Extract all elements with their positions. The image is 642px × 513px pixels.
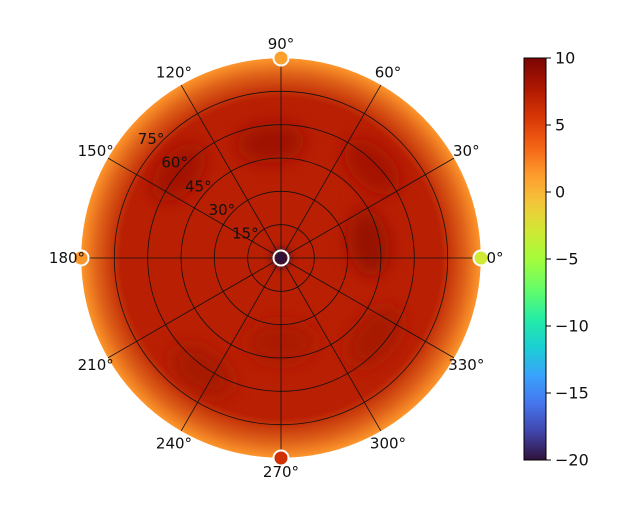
- radial-tick-label: 15°: [232, 224, 259, 242]
- theta-tick-label: 0°: [486, 249, 503, 267]
- theta-tick-label: 120°: [156, 64, 192, 82]
- colorbar-tick-label: 5: [555, 116, 565, 135]
- radial-tick-label: 30°: [209, 201, 236, 219]
- angular-grid-line: [180, 257, 282, 432]
- theta-tick-label: 150°: [78, 142, 114, 160]
- colorbar-tick-label: −20: [555, 451, 589, 470]
- edge-marker: [272, 49, 290, 67]
- colorbar-tick-label: 10: [555, 49, 575, 68]
- theta-tick-label: 30°: [453, 142, 480, 160]
- edge-marker: [272, 449, 290, 467]
- radial-tick-label: 75°: [138, 130, 165, 148]
- theta-tick-label: 270°: [263, 463, 299, 481]
- edge-marker: [72, 249, 90, 267]
- angular-grid-line: [280, 257, 382, 432]
- radial-tick-label: 60°: [161, 154, 188, 172]
- theta-tick-label: 240°: [156, 434, 192, 452]
- angular-grid-line: [280, 257, 455, 359]
- colorbar-tick-label: −10: [555, 317, 589, 336]
- colorbar: 10 5 0 −5 −10 −15 −20: [523, 49, 589, 470]
- angular-grid-line: [107, 157, 282, 259]
- angular-grid-line: [280, 84, 382, 259]
- angular-grid-line: [180, 84, 282, 259]
- theta-tick-label: 300°: [370, 434, 406, 452]
- angular-grid-line: [280, 157, 455, 259]
- heatmap-center-core: [276, 253, 286, 263]
- polar-grid: [80, 57, 482, 459]
- edge-marker: [472, 249, 490, 267]
- theta-tick-label: 210°: [78, 356, 114, 374]
- radial-tick-label: 45°: [185, 177, 212, 195]
- polar-plot-area: [72, 49, 490, 467]
- theta-tick-label: 60°: [375, 64, 402, 82]
- angular-grid-line: [107, 257, 282, 359]
- colorbar-tick-label: 0: [555, 183, 565, 202]
- theta-tick-label: 90°: [268, 35, 295, 53]
- colorbar-tick-label: −5: [555, 250, 579, 269]
- theta-tick-label: 330°: [448, 356, 484, 374]
- colorbar-gradient: [523, 57, 547, 461]
- center-marker: [272, 249, 290, 267]
- theta-tick-label: 180°: [49, 249, 85, 267]
- colorbar-tick-label: −15: [555, 384, 589, 403]
